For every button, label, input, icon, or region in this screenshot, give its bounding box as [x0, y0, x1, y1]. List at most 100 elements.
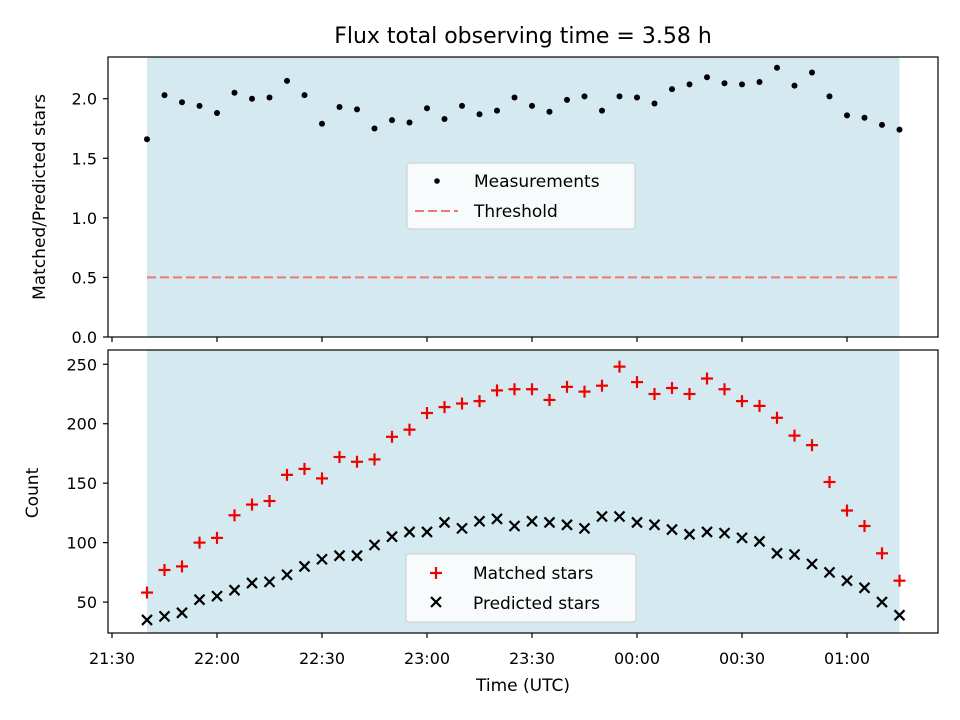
measurement-point — [896, 126, 903, 133]
measurement-point — [441, 115, 448, 122]
predicted-star-point — [491, 513, 503, 525]
predicted-star-point — [683, 528, 696, 541]
measurement-point — [756, 79, 763, 86]
xtick-label: 23:00 — [404, 649, 450, 668]
predicted-star-point — [193, 593, 206, 606]
matched-star-point — [508, 383, 521, 396]
measurement-point — [459, 102, 465, 109]
bottom-ytick-label: 150 — [66, 474, 97, 493]
chart-title: Flux total observing time = 3.58 h — [334, 24, 712, 49]
predicted-star-point — [578, 522, 591, 535]
predicted-star-point — [473, 515, 486, 528]
bottom-ytick-label: 250 — [66, 355, 97, 374]
legend-label-matched: Matched stars — [473, 564, 593, 584]
predicted-star-point — [508, 520, 521, 532]
measurement-point — [161, 92, 168, 99]
measurement-point — [721, 80, 728, 87]
predicted-star-point — [823, 566, 836, 579]
measurement-point — [319, 120, 325, 127]
top-y-axis-label: Matched/Predicted stars — [30, 94, 50, 300]
measurement-point — [511, 94, 518, 101]
bottom-ytick-label: 100 — [66, 534, 97, 553]
measurement-point — [599, 107, 605, 114]
bottom-ytick-label: 200 — [66, 415, 97, 434]
measurement-point — [704, 74, 710, 81]
predicted-star-point — [736, 532, 748, 544]
predicted-star-point — [753, 535, 766, 548]
top-panel: 0.0 0.5 1.0 1.5 2.0 Flux total observing tim… — [30, 24, 939, 347]
bottom-legend: Matched stars Predicted stars — [405, 553, 637, 623]
matched-star-point — [386, 430, 398, 443]
predicted-star-point — [141, 614, 153, 626]
matched-star-point — [788, 429, 801, 442]
legend-label-predicted: Predicted stars — [473, 594, 600, 614]
matched-star-point — [176, 560, 188, 573]
matched-star-point — [841, 504, 853, 517]
predicted-star-point — [176, 607, 188, 619]
bottom-plot-frame — [107, 349, 939, 634]
measurement-point — [424, 105, 430, 112]
matched-star-point — [893, 574, 906, 587]
predicted-star-point — [158, 610, 171, 623]
predicted-star-point — [351, 549, 363, 562]
xtick-label: 22:00 — [194, 649, 240, 668]
predicted-star-point — [561, 519, 573, 531]
predicted-star-point — [438, 516, 451, 529]
matched-star-point — [613, 360, 626, 373]
matched-star-point — [246, 498, 258, 511]
measurement-point — [354, 106, 360, 113]
top-ytick-label: 1.5 — [72, 149, 97, 168]
matched-star-point — [526, 383, 538, 396]
measurement-point — [791, 82, 798, 89]
predicted-star-point — [788, 548, 801, 561]
predicted-star-point — [403, 526, 416, 538]
measurement-point — [616, 93, 623, 100]
matched-star-point — [281, 468, 293, 481]
measurement-point — [669, 86, 675, 93]
matched-star-point — [578, 385, 591, 398]
matched-star-point — [823, 475, 836, 488]
predicted-star-point — [526, 515, 538, 528]
predicted-star-point — [858, 582, 871, 594]
predicted-star-point — [543, 516, 556, 529]
predicted-star-point — [701, 526, 713, 538]
legend-label-measurements: Measurements — [474, 172, 600, 192]
predicted-star-point — [456, 522, 468, 535]
measurement-point — [529, 102, 535, 109]
xtick-label: 00:30 — [719, 649, 765, 668]
measurement-point — [266, 94, 273, 101]
top-plot-frame — [107, 56, 939, 338]
predicted-star-point — [666, 523, 678, 536]
measurement-point — [564, 96, 570, 103]
matched-star-point — [263, 495, 276, 508]
top-ytick-label: 2.0 — [72, 90, 97, 109]
xtick-label: 23:30 — [509, 649, 555, 668]
bottom-ytick-label: 50 — [77, 593, 97, 612]
matched-star-point — [403, 423, 416, 436]
matched-star-point — [683, 387, 696, 400]
matched-star-point — [368, 453, 381, 466]
predicted-star-point — [368, 539, 381, 551]
measurement-point — [231, 89, 238, 96]
measurement-point — [861, 114, 868, 121]
bottom-legend-box — [405, 553, 637, 623]
legend-label-threshold: Threshold — [473, 202, 558, 222]
legend-marker-predicted — [430, 596, 442, 608]
measurement-point — [249, 95, 255, 102]
predicted-star-point — [298, 560, 311, 573]
predicted-star-point — [718, 527, 731, 539]
predicted-star-point — [281, 568, 293, 581]
predicted-star-point — [316, 553, 328, 566]
measurement-point — [196, 102, 203, 109]
xtick-label: 01:00 — [824, 649, 870, 668]
predicted-star-point — [386, 530, 398, 543]
matched-star-point — [298, 462, 311, 475]
matched-star-point — [491, 384, 503, 397]
legend-marker-matched — [430, 567, 442, 579]
bottom-y-axis-label: Count — [23, 467, 43, 518]
matched-star-point — [141, 586, 153, 599]
xtick-label: 00:00 — [614, 649, 660, 668]
predicted-star-point — [246, 577, 258, 589]
measurement-point — [739, 81, 745, 88]
xtick-label: 21:30 — [89, 649, 135, 668]
